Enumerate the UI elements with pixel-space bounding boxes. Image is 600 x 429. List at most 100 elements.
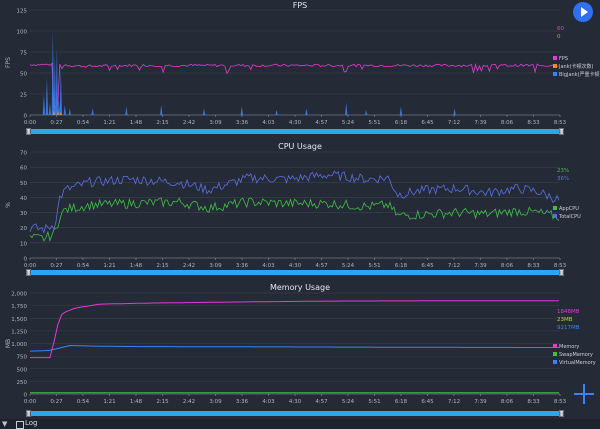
chart1-xtick-label: 4:30	[289, 263, 302, 269]
chart1-xtick-label: 0:27	[50, 263, 63, 269]
chart0-xtick-label: 6:18	[395, 120, 408, 126]
chart0-xtick-label: 0:27	[50, 120, 63, 126]
chart0-series-bigjank-spike	[42, 94, 46, 115]
chart0-series-bigjank-spike	[91, 108, 94, 115]
fps-range-end-handle[interactable]: |||	[559, 128, 565, 135]
fps-chart: FPS 0 25 50 75 100 125 FPS 0:00 0:27 0:54 1:21 1:48 2…	[5, 1, 600, 126]
chart2-xtick-label: 8:53	[554, 399, 567, 405]
bottom-bar	[0, 419, 600, 429]
chart1-ytick-label: 10	[20, 241, 27, 247]
chart1-ytick-label: 70	[20, 151, 27, 157]
chart0-xtick-label: 6:45	[421, 120, 434, 126]
chart0-current-value: 0	[557, 34, 561, 40]
chart1-xtick-label: 0:00	[24, 263, 37, 269]
chart0-xtick-label: 5:51	[368, 120, 380, 126]
chart0-series-bigjank-spike	[53, 56, 57, 115]
chart0-series-bigjank-spike	[63, 104, 67, 115]
fps-range-scrollbar[interactable]: ||| |||	[26, 128, 565, 135]
collapse-menu-icon[interactable]: ▼	[2, 420, 8, 428]
chart2-ytick-label: 2,000	[11, 292, 27, 298]
chart2-ytick-label: 750	[17, 355, 28, 361]
chart0-xtick-label: 4:30	[289, 120, 302, 126]
chart1-ytick-label: 30	[20, 211, 27, 217]
chart2-xtick-label: 2:15	[156, 399, 169, 405]
chart0-legend-swatch	[553, 56, 557, 60]
chart1-legend-swatch	[553, 206, 557, 210]
chart0-xtick-label: 2:15	[156, 120, 169, 126]
chart0-series-bigjank-spike	[68, 108, 71, 115]
chart0-ytick-label: 100	[17, 30, 28, 36]
chart0-legend-label: FPS	[559, 56, 568, 62]
chart0-ytick-label: 125	[17, 9, 28, 15]
chart2-series-memory-line	[30, 300, 559, 359]
chart2-ylabel: MB	[5, 339, 12, 348]
chart1-ytick-label: 40	[20, 196, 27, 202]
chart1-xtick-label: 5:51	[368, 263, 380, 269]
chart1-xtick-label: 4:03	[262, 263, 275, 269]
chart0-series-bigjank-spike	[48, 102, 52, 115]
chart2-ytick-label: 500	[17, 367, 28, 373]
chart0-series-bigjank-spike	[59, 68, 63, 115]
chart0-series-bigjank-spike	[399, 106, 403, 115]
cpu-range-scrollbar[interactable]: ||| |||	[26, 269, 565, 276]
play-button[interactable]	[573, 2, 593, 22]
chart0-xtick-label: 7:12	[448, 120, 460, 126]
memory-range-scrollbar[interactable]: ||| |||	[26, 410, 565, 417]
chart0-xtick-label: 8:06	[501, 120, 514, 126]
chart1-ytick-label: 50	[20, 181, 27, 187]
fps-range-start-handle[interactable]: |||	[26, 128, 32, 135]
memory-range-end-handle[interactable]: |||	[559, 410, 565, 417]
chart2-current-value: 1848MB	[557, 309, 580, 315]
chart2-xtick-label: 5:51	[368, 399, 380, 405]
log-label: Log	[25, 419, 38, 427]
chart0-xtick-label: 8:53	[554, 120, 567, 126]
chart2-xtick-label: 6:45	[421, 399, 434, 405]
chart2-title: Memory Usage	[270, 283, 330, 292]
chart2-ytick-label: 1,250	[11, 329, 27, 335]
chart2-legend-label: Memory	[559, 344, 579, 350]
chart2-xtick-label: 6:18	[395, 399, 408, 405]
chart0-series-bigjank-spike	[160, 104, 163, 115]
chart1-xtick-label: 2:15	[156, 263, 169, 269]
chart2-xtick-label: 0:27	[50, 399, 63, 405]
chart2-legend-label: SwapMemory	[559, 352, 593, 358]
chart1-series-appcpu-line	[29, 197, 560, 242]
chart0-xtick-label: 8:33	[527, 120, 540, 126]
chart2-xtick-label: 0:00	[24, 399, 37, 405]
chart0-xtick-label: 7:39	[474, 120, 487, 126]
add-chart-button[interactable]	[574, 384, 594, 404]
chart0-series-bigjank-spike	[275, 109, 278, 115]
chart2-xtick-label: 1:21	[103, 399, 115, 405]
chart0-series-bigjank-spike	[55, 47, 59, 115]
chart0-current-value: 60	[557, 26, 564, 32]
chart0-ytick-label: 25	[20, 93, 27, 99]
chart0-series-bigjank-spike	[453, 108, 456, 115]
chart0-series-bigjank-spike	[51, 31, 55, 115]
chart0-xtick-label: 0:54	[77, 120, 90, 126]
chart1-current-value: 23%	[557, 168, 569, 174]
chart1-xtick-label: 0:54	[77, 263, 90, 269]
chart2-xtick-label: 8:33	[527, 399, 540, 405]
chart0-ytick-label: 50	[20, 72, 27, 78]
chart0-ylabel: FPS	[5, 57, 12, 68]
chart0-series-jank-spike	[52, 109, 56, 115]
chart0-xtick-label: 4:57	[315, 120, 328, 126]
cpu-range-start-handle[interactable]: |||	[26, 269, 32, 276]
chart1-legend-swatch	[553, 214, 557, 218]
chart0-legend-swatch	[553, 64, 557, 68]
chart0-series-bigjank-spike	[240, 106, 244, 115]
cpu-range-end-handle[interactable]: |||	[559, 269, 565, 276]
memory-range-start-handle[interactable]: |||	[26, 410, 32, 417]
chart2-xtick-label: 4:30	[289, 399, 302, 405]
chart0-xtick-label: 3:09	[209, 120, 222, 126]
chart1-legend-label: TotalCPU	[558, 214, 581, 220]
chart0-title: FPS	[293, 1, 308, 10]
chart1-xtick-label: 5:24	[342, 263, 355, 269]
chart1-series-totalcpu-line	[29, 170, 560, 234]
fps-panel: FPS 0 25 50 75 100 125 FPS 0:00 0:27 0:54 1:21 1:48 2…	[0, 0, 600, 138]
memory-panel: Memory Usage 0 250 500 750 1,000 1,250 1,500 1,7…	[0, 281, 600, 419]
log-checkbox[interactable]	[16, 421, 24, 429]
chart0-series-bigjank-spike	[45, 77, 49, 115]
chart2-xtick-label: 7:39	[474, 399, 487, 405]
chart2-xtick-label: 5:24	[342, 399, 355, 405]
